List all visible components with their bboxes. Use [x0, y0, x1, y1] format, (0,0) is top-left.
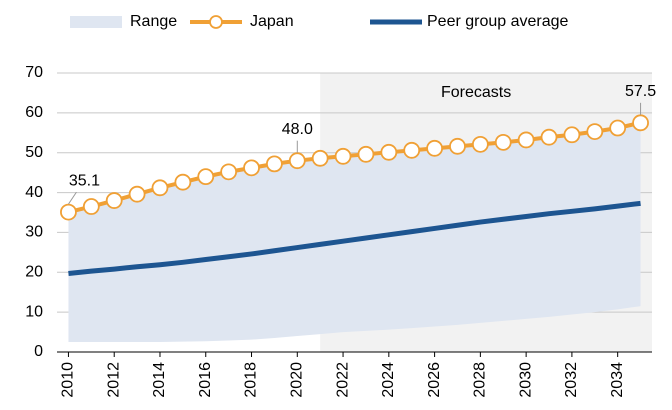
marker [449, 137, 466, 155]
x-tick-label: 2030 [517, 362, 534, 398]
legend-label: Japan [250, 13, 294, 30]
x-tick-label: 2014 [151, 362, 168, 398]
marker [609, 119, 627, 137]
y-tick-label: 30 [25, 224, 43, 241]
marker [60, 203, 77, 221]
x-tick-label: 2028 [472, 362, 489, 398]
x-tick-label: 2020 [289, 362, 306, 398]
legend-label: Range [130, 13, 177, 30]
marker [243, 159, 260, 177]
y-tick-label: 50 [25, 144, 43, 161]
x-tick-label: 2024 [380, 362, 397, 398]
y-tick-label: 60 [25, 104, 43, 121]
marker [494, 133, 512, 151]
marker [288, 152, 306, 170]
x-tick-label: 2010 [60, 362, 77, 398]
x-tick-label: 2034 [609, 362, 626, 398]
x-tick-label: 2018 [243, 362, 260, 398]
marker [105, 192, 123, 209]
data-label: 48.0 [282, 121, 313, 138]
marker [403, 141, 421, 159]
marker [197, 168, 215, 186]
x-tick-label: 2026 [426, 362, 443, 398]
forecast-label: Forecasts [441, 84, 511, 101]
x-tick-label: 2022 [334, 362, 351, 398]
marker [586, 123, 604, 140]
marker [517, 131, 535, 149]
marker [311, 149, 329, 167]
marker [426, 139, 443, 157]
marker [380, 143, 398, 161]
x-tick-label: 2012 [105, 362, 122, 398]
marker [357, 145, 375, 163]
data-label: 57.5 [625, 83, 656, 100]
label-leader [68, 191, 77, 205]
marker [151, 179, 169, 197]
marker [632, 114, 649, 132]
y-tick-label: 20 [25, 264, 43, 281]
legend-swatch [70, 16, 122, 28]
series-line [68, 200, 641, 276]
y-tick-label: 70 [25, 64, 43, 81]
marker [82, 198, 100, 215]
marker [266, 155, 283, 173]
data-label: 35.1 [69, 172, 100, 189]
marker [334, 147, 352, 165]
marker [128, 185, 146, 203]
x-tick-label: 2032 [563, 362, 580, 398]
marker [220, 163, 238, 181]
marker [174, 173, 192, 191]
marker [471, 135, 489, 153]
marker [563, 126, 581, 144]
y-tick-label: 0 [34, 343, 43, 360]
x-tick-label: 2016 [197, 362, 214, 398]
legend-marker [209, 15, 223, 29]
legend-label: Peer group average [427, 13, 569, 30]
y-tick-label: 10 [25, 303, 43, 320]
marker [540, 128, 558, 146]
y-tick-label: 40 [25, 184, 43, 201]
